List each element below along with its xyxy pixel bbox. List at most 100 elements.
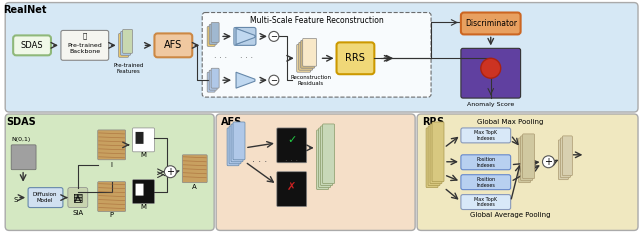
FancyBboxPatch shape: [432, 122, 444, 182]
FancyBboxPatch shape: [202, 13, 431, 97]
Circle shape: [269, 31, 279, 41]
FancyBboxPatch shape: [229, 126, 241, 164]
Text: Multi-Scale Feature Reconstruction: Multi-Scale Feature Reconstruction: [250, 16, 383, 25]
FancyBboxPatch shape: [5, 3, 638, 112]
Text: AFS: AFS: [164, 40, 182, 50]
Text: · · ·: · · ·: [241, 54, 253, 63]
Polygon shape: [236, 72, 255, 88]
FancyBboxPatch shape: [520, 136, 532, 181]
FancyBboxPatch shape: [428, 126, 440, 186]
Text: I: I: [111, 162, 113, 168]
Text: SIA: SIA: [72, 209, 83, 216]
Text: RRS: RRS: [346, 53, 365, 63]
Circle shape: [269, 75, 279, 85]
Text: Reconstruction
Residuals: Reconstruction Residuals: [290, 75, 331, 86]
Text: 🔒: 🔒: [83, 32, 87, 39]
Text: Global Average Pooling: Global Average Pooling: [470, 212, 551, 218]
FancyBboxPatch shape: [297, 44, 310, 72]
FancyBboxPatch shape: [136, 132, 143, 144]
Text: RealNet: RealNet: [3, 4, 47, 14]
FancyBboxPatch shape: [561, 138, 570, 178]
FancyBboxPatch shape: [321, 126, 333, 186]
Circle shape: [481, 58, 500, 78]
Text: SDAS: SDAS: [20, 41, 44, 50]
Text: ✓: ✓: [287, 135, 296, 145]
FancyBboxPatch shape: [98, 130, 125, 160]
FancyBboxPatch shape: [11, 145, 36, 170]
FancyBboxPatch shape: [118, 33, 129, 57]
FancyBboxPatch shape: [68, 188, 88, 208]
Text: P: P: [109, 212, 114, 218]
FancyBboxPatch shape: [523, 134, 534, 179]
Text: Max TopK
Indexes: Max TopK Indexes: [474, 130, 497, 141]
FancyBboxPatch shape: [323, 124, 335, 184]
Text: RRS: RRS: [422, 117, 444, 127]
Text: Anomaly Score: Anomaly Score: [467, 102, 515, 106]
Text: S: S: [14, 197, 19, 202]
FancyBboxPatch shape: [136, 184, 143, 195]
FancyBboxPatch shape: [277, 172, 307, 206]
Text: · · ·: · · ·: [285, 157, 298, 166]
Text: ▤: ▤: [72, 193, 83, 202]
Text: −: −: [270, 32, 277, 41]
FancyBboxPatch shape: [123, 29, 132, 53]
Text: SDAS: SDAS: [6, 117, 36, 127]
Text: ✗: ✗: [287, 182, 296, 192]
FancyBboxPatch shape: [563, 136, 572, 176]
Text: Max TopK
Indexes: Max TopK Indexes: [474, 197, 497, 207]
Text: Position
Indexes: Position Indexes: [476, 157, 495, 168]
FancyBboxPatch shape: [233, 122, 245, 160]
FancyBboxPatch shape: [430, 124, 442, 184]
FancyBboxPatch shape: [182, 155, 207, 183]
Text: Pre-trained
Backbone: Pre-trained Backbone: [67, 43, 102, 54]
FancyBboxPatch shape: [234, 27, 256, 45]
Polygon shape: [234, 27, 256, 45]
FancyBboxPatch shape: [13, 35, 51, 55]
FancyBboxPatch shape: [207, 72, 215, 92]
FancyBboxPatch shape: [61, 31, 109, 60]
Text: · · ·: · · ·: [214, 54, 227, 63]
FancyBboxPatch shape: [28, 188, 63, 208]
FancyBboxPatch shape: [426, 128, 438, 188]
FancyBboxPatch shape: [461, 13, 520, 34]
FancyBboxPatch shape: [299, 42, 313, 70]
Text: M: M: [141, 204, 147, 209]
Text: +: +: [545, 157, 552, 167]
FancyBboxPatch shape: [231, 124, 243, 162]
FancyBboxPatch shape: [132, 180, 154, 204]
FancyBboxPatch shape: [227, 128, 239, 166]
FancyBboxPatch shape: [277, 128, 307, 163]
FancyBboxPatch shape: [154, 33, 192, 57]
FancyBboxPatch shape: [207, 27, 215, 46]
Text: AFS: AFS: [221, 117, 243, 127]
Text: −: −: [270, 76, 277, 85]
Circle shape: [543, 156, 554, 168]
FancyBboxPatch shape: [5, 114, 214, 230]
Text: M: M: [141, 152, 147, 158]
FancyBboxPatch shape: [319, 128, 330, 188]
Text: Diffusion
Model: Diffusion Model: [33, 192, 57, 203]
Text: Position
Indexes: Position Indexes: [476, 177, 495, 188]
Text: N(0,1): N(0,1): [12, 137, 31, 142]
FancyBboxPatch shape: [301, 40, 315, 68]
Text: · · ·: · · ·: [252, 157, 268, 167]
FancyBboxPatch shape: [417, 114, 638, 230]
FancyBboxPatch shape: [209, 24, 217, 44]
Circle shape: [164, 166, 177, 178]
FancyBboxPatch shape: [317, 130, 328, 190]
Text: Global Max Pooling: Global Max Pooling: [477, 119, 544, 125]
FancyBboxPatch shape: [216, 114, 415, 230]
FancyBboxPatch shape: [211, 68, 219, 88]
FancyBboxPatch shape: [98, 182, 125, 212]
FancyBboxPatch shape: [120, 31, 131, 55]
Text: Pre-trained
Features: Pre-trained Features: [113, 63, 144, 74]
FancyBboxPatch shape: [211, 22, 219, 42]
FancyBboxPatch shape: [461, 128, 511, 143]
Text: A: A: [192, 184, 196, 190]
Text: Discriminator: Discriminator: [465, 19, 516, 28]
FancyBboxPatch shape: [303, 38, 317, 66]
FancyBboxPatch shape: [461, 175, 511, 190]
Polygon shape: [236, 28, 255, 44]
FancyBboxPatch shape: [518, 138, 531, 183]
FancyBboxPatch shape: [209, 70, 217, 90]
